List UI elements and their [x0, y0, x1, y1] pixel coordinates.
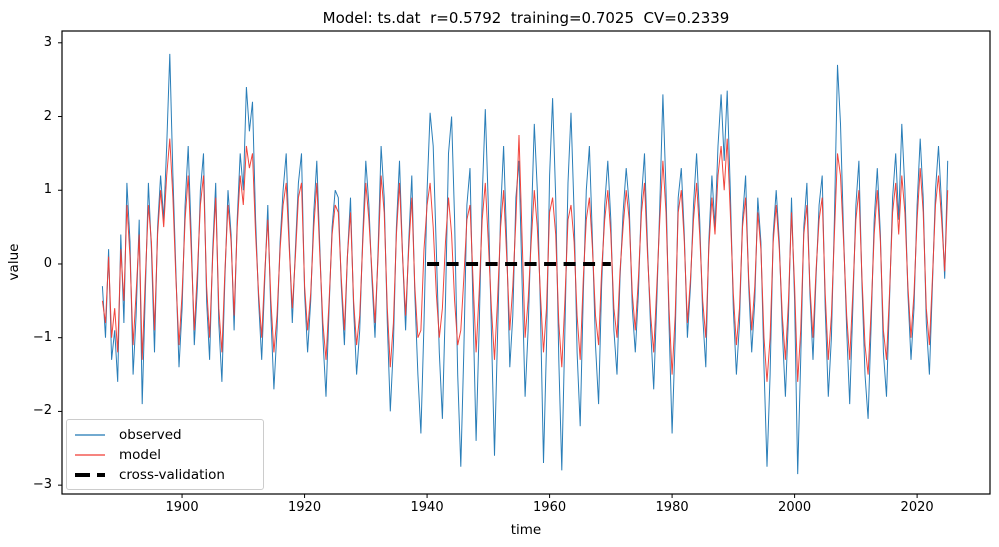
y-tick-label: −3: [32, 477, 52, 493]
x-tick-label: 1960: [533, 500, 567, 515]
legend: observed model cross-validation: [66, 419, 264, 490]
series-model: [101, 134, 949, 382]
x-axis-label: time: [510, 522, 542, 538]
legend-swatch-solid-line: [75, 454, 105, 456]
x-tick-label: 1900: [165, 500, 199, 515]
y-tick-label: −1: [32, 329, 52, 345]
legend-swatch-solid-line: [75, 434, 105, 436]
y-tick-label: 3: [43, 34, 52, 50]
legend-label: observed: [119, 427, 182, 443]
y-tick-label: 2: [43, 108, 52, 124]
legend-entry-cross-validation: cross-validation: [75, 465, 255, 485]
y-tick-label: −2: [32, 403, 52, 419]
series-observed: [101, 53, 949, 475]
legend-swatch-dashed-line: [75, 473, 105, 477]
chart-title: Model: ts.dat r=0.5792 training=0.7025 C…: [322, 9, 730, 27]
legend-label: cross-validation: [119, 467, 225, 483]
x-tick-label: 1940: [410, 500, 444, 515]
y-tick-label: 0: [43, 255, 52, 271]
legend-entry-observed: observed: [75, 425, 255, 445]
y-tick-label: 1: [43, 182, 52, 198]
legend-label: model: [119, 447, 162, 463]
x-tick-label: 1980: [655, 500, 689, 515]
x-tick-label: 1920: [288, 500, 322, 515]
axes-frame: [61, 30, 991, 495]
x-tick-label: 2020: [900, 500, 934, 515]
legend-entry-model: model: [75, 445, 255, 465]
x-tick-label: 2000: [778, 500, 812, 515]
